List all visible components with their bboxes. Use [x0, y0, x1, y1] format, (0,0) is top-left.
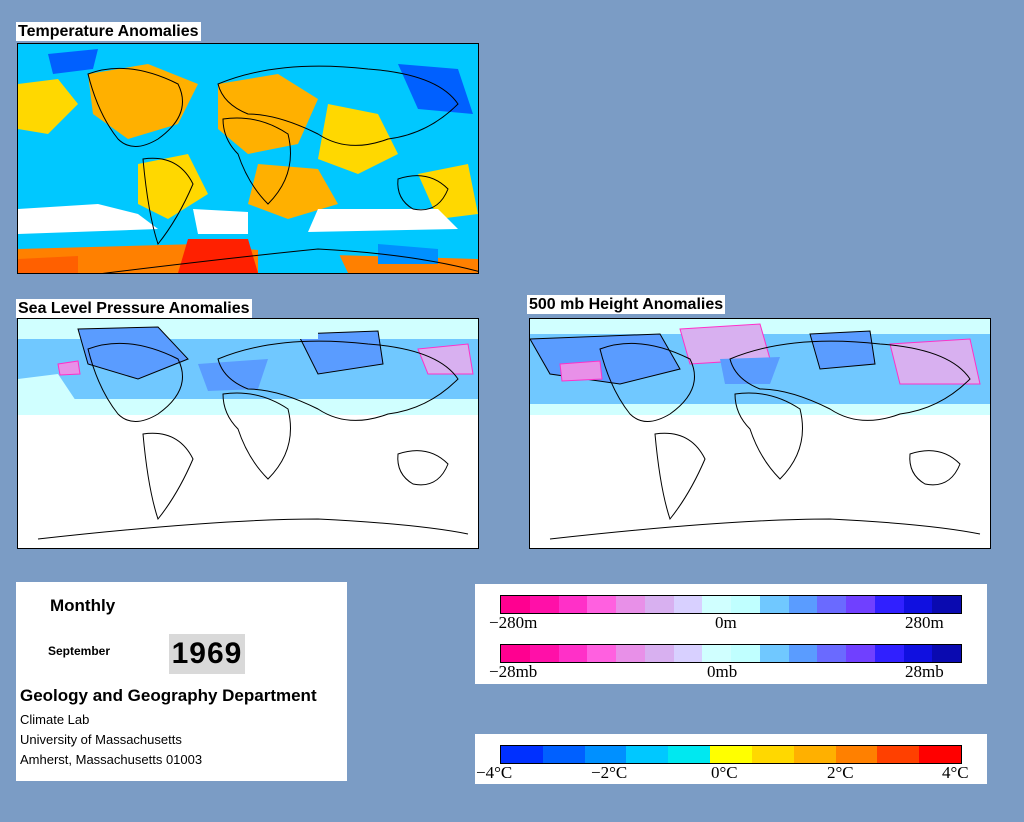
temp-swatch — [877, 746, 920, 763]
slp-label-zero: 0mb — [707, 662, 738, 681]
slp-swatch — [932, 645, 961, 662]
temp-label-0: 0°C — [711, 763, 738, 782]
info-panel: Monthly September 1969 Geology and Geogr… — [16, 582, 347, 781]
height500-title: 500 mb Height Anomalies — [527, 295, 726, 314]
temp-swatch — [584, 746, 627, 763]
slp-swatch — [731, 645, 760, 662]
slp-swatch — [759, 645, 789, 662]
slp-swatch — [501, 645, 530, 662]
temperature-map — [17, 43, 479, 274]
height-swatch — [817, 596, 846, 613]
temp-swatch — [919, 746, 961, 763]
slp-swatch — [587, 645, 616, 662]
temp-label-minus2: −2°C — [591, 763, 628, 782]
height-swatch — [673, 596, 703, 613]
height500-map — [529, 318, 991, 549]
height-label-zero: 0m — [715, 613, 737, 632]
slp-swatch — [673, 645, 703, 662]
temp-swatch — [710, 746, 752, 763]
period-label: Monthly — [50, 596, 116, 615]
temp-swatch — [793, 746, 836, 763]
temp-swatch — [542, 746, 585, 763]
department-label: Geology and Geography Department — [20, 686, 317, 705]
height-swatch — [529, 596, 559, 613]
slp-swatch — [702, 645, 731, 662]
slp-swatch — [817, 645, 846, 662]
height-swatch — [587, 596, 616, 613]
temperature-legend-panel: −4°C −2°C 0°C 2°C 4°C — [475, 734, 987, 784]
height-swatch — [759, 596, 789, 613]
slp-label-min: −28mb — [489, 662, 538, 681]
slp-swatch — [529, 645, 559, 662]
temp-label-4: 4°C — [942, 763, 969, 782]
height-swatch — [616, 596, 645, 613]
height-label-min: −280m — [489, 613, 538, 632]
height-swatch — [788, 596, 818, 613]
height-swatch — [558, 596, 588, 613]
slp-map — [17, 318, 479, 549]
height-swatch — [644, 596, 674, 613]
height-swatch — [874, 596, 904, 613]
height-label-max: 280m — [905, 613, 944, 632]
info-line-2: University of Massachusetts — [20, 732, 182, 747]
temp-label-minus4: −4°C — [476, 763, 513, 782]
info-line-1: Climate Lab — [20, 712, 90, 727]
temp-swatch — [626, 746, 669, 763]
height-swatch — [501, 596, 530, 613]
slp-swatch — [874, 645, 904, 662]
info-line-3: Amherst, Massachusetts 01003 — [20, 752, 203, 767]
slp-swatch — [903, 645, 933, 662]
slp-swatch — [788, 645, 818, 662]
height-swatch — [903, 596, 933, 613]
temp-swatch — [668, 746, 711, 763]
year-label: 1969 — [169, 634, 245, 674]
slp-swatch — [558, 645, 588, 662]
height-swatch — [702, 596, 731, 613]
slp-swatch — [644, 645, 674, 662]
slp-color-bar — [500, 644, 962, 663]
height-swatch — [731, 596, 760, 613]
height-swatch — [846, 596, 875, 613]
temp-swatch — [501, 746, 543, 763]
slp-swatch — [846, 645, 875, 662]
temp-label-2: 2°C — [827, 763, 854, 782]
pressure-legend-panel: −280m 0m 280m −28mb 0mb 28mb — [475, 584, 987, 684]
month-label: September — [48, 644, 111, 658]
slp-label-max: 28mb — [905, 662, 944, 681]
slp-swatch — [616, 645, 645, 662]
slp-title: Sea Level Pressure Anomalies — [16, 299, 252, 318]
temperature-title: Temperature Anomalies — [16, 22, 201, 41]
temperature-color-bar — [500, 745, 962, 764]
height-swatch — [932, 596, 961, 613]
height-color-bar — [500, 595, 962, 614]
temp-swatch — [751, 746, 794, 763]
temp-swatch — [835, 746, 878, 763]
